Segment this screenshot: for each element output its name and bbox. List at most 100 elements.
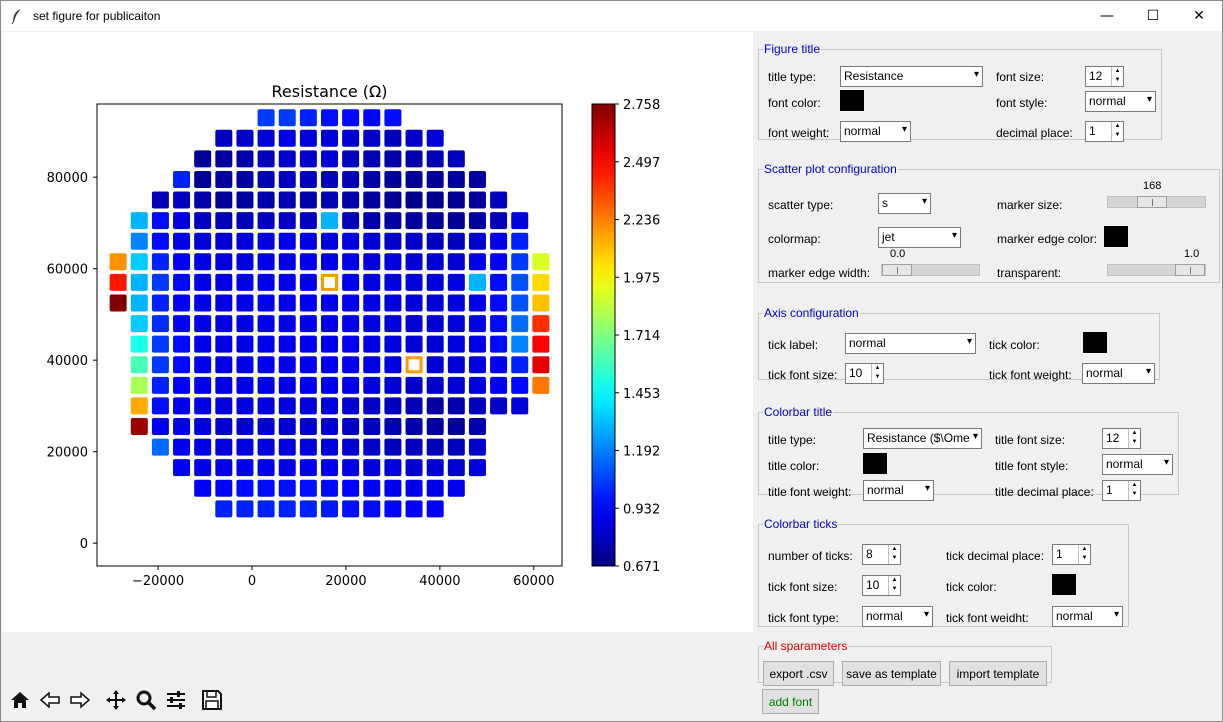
slider-thumb[interactable] [882, 264, 912, 276]
marker-edge-color-swatch[interactable] [1104, 226, 1128, 247]
export-csv-button[interactable]: export .csv [763, 661, 834, 686]
add-font-button[interactable]: add font [762, 689, 819, 714]
data-point [468, 212, 486, 230]
cb-title-type-select[interactable]: Resistance ($\Ome ▾ [863, 428, 982, 449]
cb-title-decimal-spinbox[interactable]: 1 ▲ ▼ [1102, 480, 1141, 501]
font-color-swatch[interactable] [840, 90, 864, 111]
data-point [363, 335, 381, 353]
colorbar-tick-label: 1.975 [623, 271, 660, 286]
data-point [363, 232, 381, 250]
spin-arrows-icon[interactable]: ▲ ▼ [888, 545, 900, 564]
number-of-ticks-spinbox[interactable]: 8 ▲ ▼ [862, 544, 901, 565]
spin-arrows-icon[interactable]: ▲ ▼ [1128, 429, 1140, 448]
data-point [236, 191, 254, 209]
figure-canvas[interactable]: −20000 0 20000 40000 60000 0 20000 40000 60000 80… [2, 32, 753, 632]
data-point [490, 294, 508, 312]
spin-arrows-icon[interactable]: ▲ ▼ [1078, 545, 1090, 564]
data-point [257, 376, 275, 394]
cb-title-font-size-spinbox[interactable]: 12 ▲ ▼ [1102, 428, 1141, 449]
data-point [511, 253, 529, 271]
data-point [299, 253, 317, 271]
forward-button[interactable] [65, 685, 95, 715]
tick-font-size-value: 10 [849, 366, 863, 380]
data-point [384, 356, 402, 374]
data-point [278, 232, 296, 250]
data-point [342, 438, 360, 456]
data-point [468, 438, 486, 456]
data-point [490, 191, 508, 209]
cb-title-color-swatch[interactable] [863, 453, 887, 474]
font-size-spinbox[interactable]: 12 ▲ ▼ [1085, 66, 1124, 87]
spin-arrows-icon[interactable]: ▲ ▼ [888, 576, 900, 595]
cb-tick-font-type-select[interactable]: normal ▾ [862, 606, 933, 627]
marker-edge-width-slider[interactable] [881, 264, 980, 276]
cb-tick-decimal-spinbox[interactable]: 1 ▲ ▼ [1052, 544, 1091, 565]
data-point [130, 294, 148, 312]
cb-title-type-label: title type: [768, 433, 817, 447]
spin-arrows-icon[interactable]: ▲ ▼ [871, 364, 883, 383]
data-point [490, 273, 508, 291]
font-style-select[interactable]: normal ▾ [1085, 91, 1156, 112]
cb-title-font-style-select[interactable]: normal ▾ [1102, 454, 1173, 475]
spin-arrows-icon[interactable]: ▲ ▼ [1128, 481, 1140, 500]
minimize-button[interactable]: — [1100, 8, 1114, 24]
zoom-button[interactable] [131, 685, 161, 715]
data-point [342, 170, 360, 188]
cb-title-font-weight-select[interactable]: normal ▾ [863, 480, 934, 501]
back-button[interactable] [35, 685, 65, 715]
tick-label-select[interactable]: normal ▾ [845, 333, 976, 354]
spin-arrows-icon[interactable]: ▲ ▼ [1111, 67, 1123, 86]
data-point [278, 150, 296, 168]
scatter-type-select[interactable]: s ▾ [878, 193, 931, 214]
cb-tick-font-weight-select[interactable]: normal ▾ [1052, 606, 1123, 627]
transparent-slider[interactable] [1107, 264, 1206, 276]
data-point [278, 376, 296, 394]
import-template-button[interactable]: import template [949, 661, 1047, 686]
tick-font-weight-select[interactable]: normal ▾ [1082, 363, 1155, 384]
save-figure-button[interactable] [197, 685, 227, 715]
data-point [468, 315, 486, 333]
tick-font-size-label: tick font size: [768, 368, 838, 382]
marker-size-slider[interactable] [1107, 196, 1206, 208]
data-point [321, 500, 338, 518]
data-point [215, 294, 233, 312]
spin-arrows-icon[interactable]: ▲ ▼ [1111, 122, 1123, 141]
tick-font-weight-value: normal [1086, 366, 1123, 380]
colormap-select[interactable]: jet ▾ [878, 227, 961, 248]
font-weight-select[interactable]: normal ▾ [840, 121, 911, 142]
cb-tick-color-swatch[interactable] [1052, 574, 1076, 595]
marker-size-label: marker size: [997, 198, 1063, 212]
data-point [173, 397, 191, 415]
data-point [215, 459, 233, 477]
data-point [130, 397, 148, 415]
data-point [278, 438, 296, 456]
data-point [490, 376, 508, 394]
close-button[interactable]: ✕ [1193, 8, 1205, 24]
slider-thumb[interactable] [1137, 196, 1167, 208]
decimal-place-spinbox[interactable]: 1 ▲ ▼ [1085, 121, 1124, 142]
save-as-template-button[interactable]: save as template [842, 661, 941, 686]
title-type-select[interactable]: Resistance ▾ [840, 66, 983, 87]
tick-color-label: tick color: [989, 338, 1040, 352]
data-point [405, 232, 423, 250]
slider-thumb[interactable] [1175, 264, 1205, 276]
data-point [447, 150, 465, 168]
home-button[interactable] [5, 685, 35, 715]
cb-tick-font-size-spinbox[interactable]: 10 ▲ ▼ [862, 575, 901, 596]
tick-color-swatch[interactable] [1083, 332, 1107, 353]
tick-font-size-spinbox[interactable]: 10 ▲ ▼ [845, 363, 884, 384]
data-point [130, 232, 148, 250]
pan-button[interactable] [101, 685, 131, 715]
data-point [215, 376, 233, 394]
data-point [236, 397, 254, 415]
configure-subplots-button[interactable] [161, 685, 191, 715]
cb-tick-font-weight-label: tick font weidht: [946, 611, 1029, 625]
marker-edge-width-value: 0.0 [890, 248, 906, 260]
font-weight-value: normal [844, 124, 881, 138]
colorbar-tick-label: 2.236 [623, 214, 660, 229]
data-point [447, 253, 465, 271]
font-style-value: normal [1089, 94, 1126, 108]
maximize-button[interactable]: ☐ [1146, 8, 1160, 24]
cb-title-color-label: title color: [768, 459, 820, 473]
figure-title-legend: Figure title [764, 42, 821, 56]
